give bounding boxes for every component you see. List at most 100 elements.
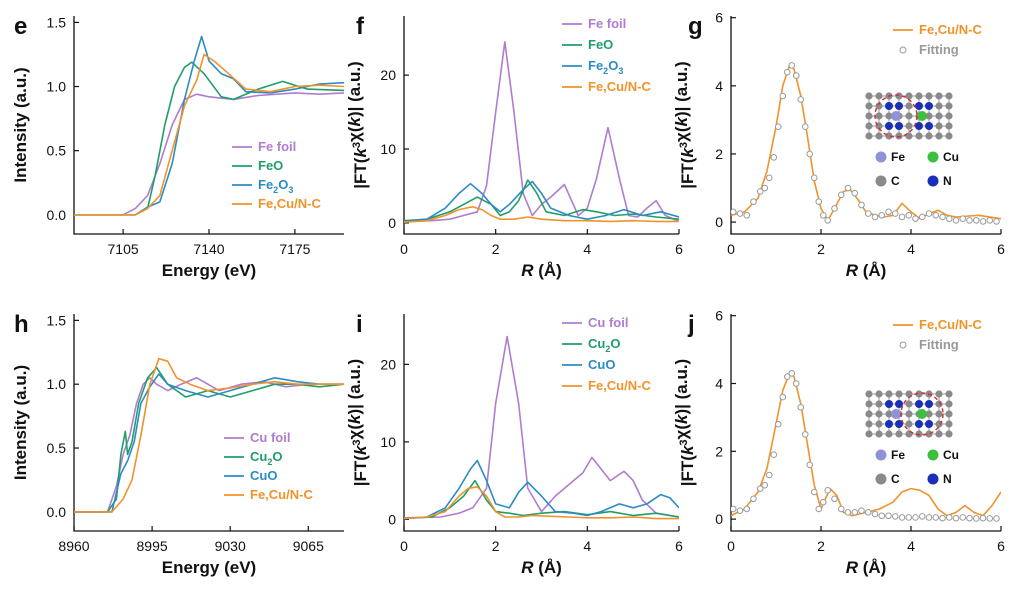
marker-fitting [891,513,899,520]
marker-fitting [750,495,757,503]
series-line-fe-foil [404,41,679,223]
marker-fitting [851,509,859,516]
marker-fitting [736,210,744,217]
x-tick-label: 6 [675,241,683,257]
marker-fitting [797,403,805,411]
panel-letter-j: j [687,311,695,338]
marker-fitting [878,211,886,219]
legend-label-fitting: Fitting [919,337,959,352]
marker-fitting [731,208,737,216]
y-tick-label: 10 [380,141,396,157]
marker-fitting [810,174,818,182]
marker-fitting [864,210,872,217]
marker-fitting [972,515,980,522]
y-tick-label: 0 [388,511,396,527]
panel-h: h 8960 8995 9030 9065 0.0 0.5 1.0 1.5 Energy (eV)… [11,311,344,577]
marker-fitting [736,507,744,514]
marker-fitting [918,513,926,520]
marker-fitting [878,512,886,520]
marker-fitting [918,213,926,221]
marker-fitting [945,514,953,521]
marker-fitting [765,471,773,479]
marker-fitting [831,495,838,503]
series-line-fe-cu-n-c [74,357,344,513]
atom-legend-label-n: N [943,472,952,486]
x-tick-label: 7140 [193,241,224,257]
panel-letter-g: g [688,13,703,40]
legend-label-cu2o: Cu2O [250,449,282,467]
series-line-feo [404,179,679,222]
x-tick-label: 9030 [215,538,246,554]
marker-fitting [806,150,814,158]
y-axis-label: |FT(k3χ(k)| (a.u.) [672,359,697,486]
marker-fitting [993,218,1000,225]
marker-fitting [837,505,845,513]
y-tick-label: 4 [715,376,723,392]
marker-fitting [792,72,800,79]
panel-i: i 0 2 4 6 0 10 20 R (Å) |FT(k3χ(k)| (a.u.) Cu foil… [345,311,683,577]
atom-legend-dot-cu [927,449,939,461]
marker-fitting [810,488,818,496]
atom-legend-label-c: C [891,472,900,486]
x-axis-label: R (Å) [521,261,562,280]
y-tick-label: 0 [388,215,396,231]
plot-area [74,35,344,216]
legend-label-fe-cu-n-c: Fe,Cu/N-C [588,79,651,94]
x-tick-label: 0 [727,241,735,257]
y-tick-label: 1.5 [47,312,67,328]
marker-fitting [858,201,865,209]
y-tick-label: 0.5 [47,440,67,456]
marker-fitting [898,213,906,221]
atom-legend-dot-c [875,473,887,485]
atom-legend-dot-fe [875,449,887,461]
marker-fitting [801,123,809,131]
y-tick-label: 20 [380,67,396,83]
marker-fitting [831,205,838,212]
legend-label-fe-cu-n-c: Fe,Cu/N-C [250,487,313,502]
x-tick-label: 2 [817,241,825,257]
legend-label-fe-foil: Fe foil [258,139,296,154]
marker-fitting [779,92,787,100]
series-line-fe2o3 [404,180,679,223]
marker-fitting [945,215,953,222]
marker-fitting [806,461,814,469]
marker-fitting [756,188,764,195]
series-line-cu-foil [404,335,679,519]
marker-fitting [844,509,852,516]
marker-fitting [815,198,823,205]
atom-legend-label-n: N [943,174,952,188]
x-axis-label: Energy (eV) [162,261,256,280]
plot-area [404,335,679,520]
legend-label-cu-foil: Cu foil [588,315,628,330]
atom-legend-label-c: C [891,174,900,188]
legend-label-fe-foil: Fe foil [588,16,626,31]
series-line-fe-cu-n-c [731,372,1001,517]
marker-fitting [905,514,913,521]
y-tick-label: 1.0 [47,79,67,95]
legend-label-cuo: CuO [588,357,615,372]
axes-frame [403,314,679,532]
y-tick-label: 6 [715,308,723,324]
x-tick-label: 9065 [293,538,324,554]
legend-label-cuo: CuO [250,468,277,483]
legend-label-feo: FeO [258,158,283,173]
panel-letter-f: f [356,13,365,40]
atom-legend-dot-c [875,175,887,187]
marker-fitting [952,514,960,522]
y-axis-label: Intensity (a.u.) [11,365,30,480]
marker-fitting [986,515,994,522]
marker-fitting [819,211,827,219]
x-tick-label: 6 [997,538,1005,554]
legend-label-fe2o3: Fe2O3 [258,177,293,195]
legend-label-fe-cu-n-c: Fe,Cu/N-C [919,22,982,37]
x-tick-label: 4 [583,241,591,257]
panel-j: j 0 2 4 6 0 2 4 6 R (Å) |FT(k3χ(k)| (a.u.) Fe,Cu/N-… [672,308,1005,577]
marker-fitting [952,217,960,224]
marker-fitting [788,62,796,69]
y-tick-label: 1.0 [47,376,67,392]
marker-fitting [986,217,994,224]
series-line-fe2o3 [74,35,344,216]
series-line-fe-cu-n-c [731,64,1001,222]
marker-fitting [783,68,791,76]
